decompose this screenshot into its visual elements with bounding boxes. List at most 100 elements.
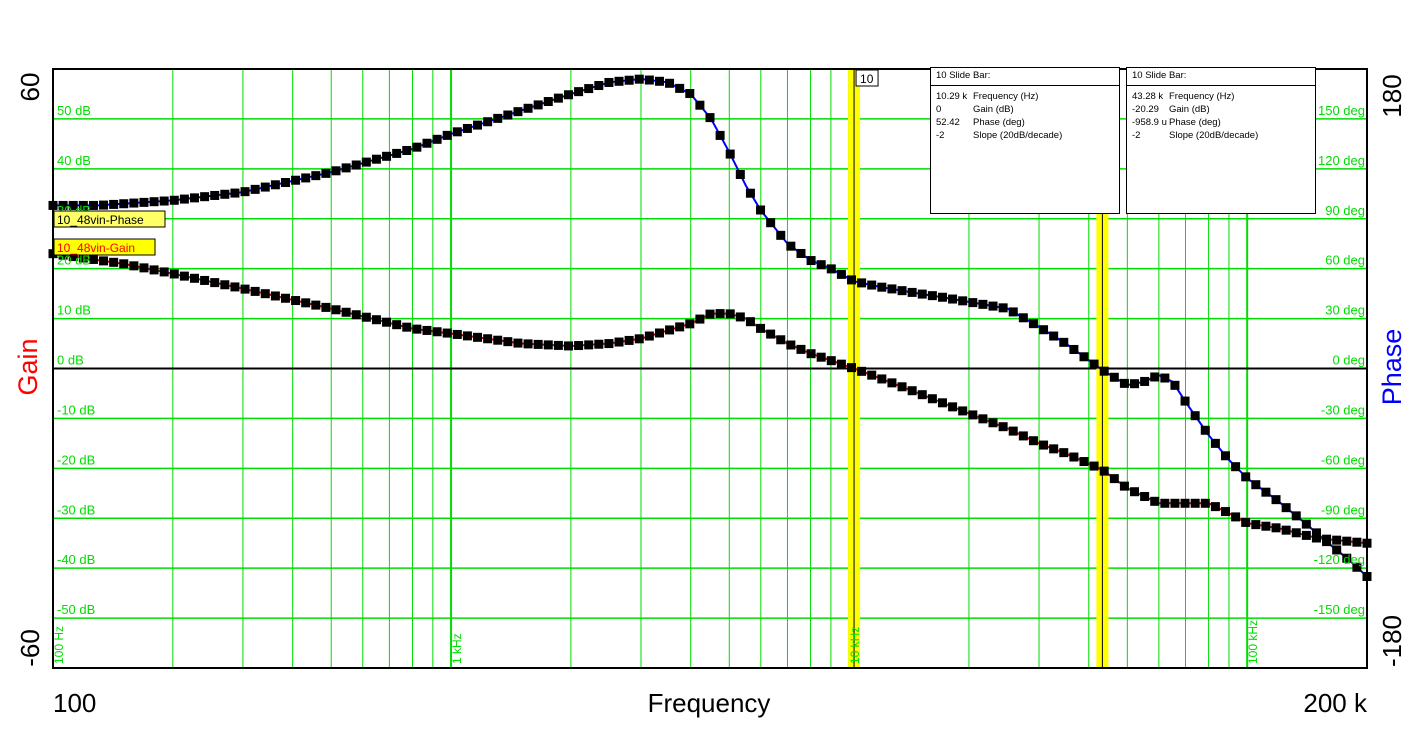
phase-point: [1109, 372, 1119, 382]
phase-point: [1311, 528, 1321, 538]
gain-point: [685, 319, 695, 329]
phase-point: [321, 168, 331, 178]
phase-point: [1261, 487, 1271, 497]
gain-point: [1261, 521, 1271, 531]
gain-point: [978, 414, 988, 424]
gain-point: [1059, 448, 1069, 458]
gain-point: [958, 406, 968, 416]
phase-point: [614, 76, 624, 86]
phase-point: [1291, 511, 1301, 521]
phase-point: [816, 260, 826, 270]
phase-point: [190, 193, 200, 203]
phase-point: [1231, 462, 1241, 472]
gain-point: [675, 322, 685, 332]
info-value: 43.28 k: [1132, 91, 1164, 102]
phase-point: [402, 146, 412, 156]
info-row-gain: 0 Gain (dB): [936, 103, 1119, 116]
phase-point: [331, 166, 341, 176]
phase-point: [513, 107, 523, 117]
gain-point: [1140, 492, 1150, 502]
gain-point: [311, 300, 321, 310]
phase-point: [1130, 379, 1140, 389]
gain-point: [513, 338, 523, 348]
phase-point: [1301, 519, 1311, 529]
gain-point: [1190, 498, 1200, 508]
gain-point: [1291, 528, 1301, 538]
gain-point: [1281, 525, 1291, 535]
phase-point: [1028, 319, 1038, 329]
phase-tick-label: 0 deg: [1332, 353, 1365, 368]
gain-point: [877, 374, 887, 384]
gain-point: [614, 337, 624, 347]
gain-point: [715, 309, 725, 319]
phase-point: [998, 303, 1008, 313]
phase-point: [725, 149, 735, 159]
phase-point: [1220, 451, 1230, 461]
phase-point: [695, 100, 705, 110]
info-label: Phase (deg): [1169, 117, 1221, 128]
phase-point: [867, 280, 877, 290]
phase-point: [563, 90, 573, 100]
phase-point: [129, 198, 139, 208]
phase-point: [766, 218, 776, 228]
info-value: -2: [1132, 130, 1141, 141]
gain-point: [68, 252, 78, 262]
legend-gain-box: [53, 238, 156, 256]
phase-point: [745, 188, 755, 198]
phase-point: [877, 282, 887, 292]
gain-point: [473, 332, 483, 342]
gain-point: [361, 312, 371, 322]
gain-point: [887, 378, 897, 388]
gain-point: [948, 402, 958, 412]
gain-point: [847, 363, 857, 373]
gain-point: [1241, 517, 1251, 527]
gain-point: [1311, 533, 1321, 543]
info-label: Gain (dB): [1169, 104, 1210, 115]
phase-point: [78, 200, 88, 210]
phase-point: [280, 178, 290, 188]
gain-point: [796, 344, 806, 354]
phase-point: [483, 117, 493, 127]
gain-point: [1170, 498, 1180, 508]
phase-tick-label: 120 deg: [1318, 153, 1365, 168]
gain-point: [1332, 535, 1342, 545]
gain-point: [988, 418, 998, 428]
phase-point: [250, 184, 260, 194]
info-label: Frequency (Hz): [973, 91, 1039, 102]
phase-point: [1059, 337, 1069, 347]
gain-point: [756, 323, 766, 333]
gain-point: [836, 359, 846, 369]
gain-point: [109, 257, 119, 267]
phase-point: [897, 286, 907, 296]
gain-point: [220, 280, 230, 290]
phase-point: [1018, 313, 1028, 323]
info-value: 10.29 k: [936, 91, 968, 102]
phase-point: [1332, 545, 1342, 555]
phase-point: [624, 75, 634, 85]
gain-point: [1271, 523, 1281, 533]
gain-point: [88, 254, 98, 264]
phase-tick-label: -30 deg: [1321, 402, 1365, 417]
phase-point: [432, 134, 442, 144]
phase-point: [1140, 376, 1150, 386]
gain-point: [270, 291, 280, 301]
plot-frame: [52, 68, 1368, 669]
gain-point: [169, 269, 179, 279]
x-axis-max: 200 k: [1303, 688, 1368, 718]
phase-point: [473, 120, 483, 130]
gain-point: [1039, 440, 1049, 450]
phase-point: [988, 301, 998, 311]
gain-point: [190, 273, 200, 283]
gain-point: [1028, 436, 1038, 446]
gain-tick-label: -50 dB: [57, 602, 95, 617]
gain-point: [897, 382, 907, 392]
phase-tick-label: -120 deg: [1314, 552, 1365, 567]
info-value: -20.29: [1132, 104, 1159, 115]
phase-point: [179, 194, 189, 204]
gain-point: [402, 322, 412, 332]
gain-point: [867, 370, 877, 380]
phase-point: [654, 76, 664, 86]
phase-point: [937, 292, 947, 302]
phase-point: [836, 269, 846, 279]
legend-phase-label: 10_48vin-Phase: [57, 213, 144, 227]
